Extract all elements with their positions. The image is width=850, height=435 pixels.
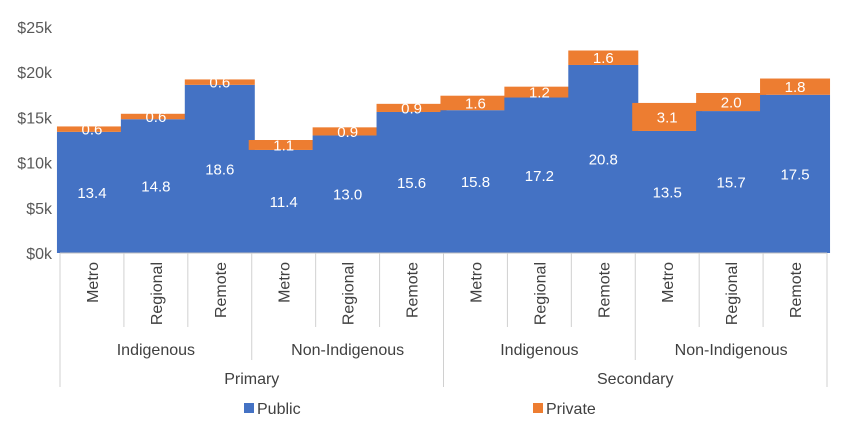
- group-label: Indigenous: [500, 342, 578, 359]
- private-bar-segment: [120, 113, 191, 120]
- public-bar-segment: [632, 130, 703, 253]
- private-bar-segment: [504, 86, 575, 98]
- category-label: Remote: [788, 262, 805, 318]
- data-label: 0.6: [209, 75, 230, 92]
- category-label: Regional: [341, 262, 358, 325]
- data-label: 11.4: [270, 194, 298, 211]
- group-label: Non-Indigenous: [675, 342, 788, 359]
- private-bar-segment: [184, 79, 255, 85]
- public-bar-segment: [376, 111, 447, 253]
- data-label: 0.6: [145, 109, 166, 126]
- private-bar-segment: [632, 102, 703, 131]
- public-bar-segment: [248, 149, 319, 253]
- data-label: 1.8: [785, 79, 806, 96]
- data-label: 15.7: [717, 175, 746, 192]
- category-label: Metro: [85, 262, 102, 303]
- category-label: Remote: [405, 262, 422, 318]
- data-label: 2.0: [721, 95, 742, 112]
- supergroup-label: Primary: [224, 371, 279, 388]
- legend-swatch-public: [244, 403, 254, 413]
- data-label: 0.6: [82, 122, 103, 139]
- data-label: 17.2: [525, 168, 554, 185]
- group-label: Indigenous: [117, 342, 195, 359]
- legend-swatch-private: [533, 403, 543, 413]
- data-label: 1.6: [465, 95, 486, 112]
- group-label: Non-Indigenous: [291, 342, 404, 359]
- public-bar-segment: [696, 111, 767, 254]
- legend-label: Private: [546, 401, 596, 418]
- supergroup-label: Secondary: [597, 371, 674, 388]
- data-label: 1.6: [593, 50, 614, 67]
- category-label: Metro: [468, 262, 485, 303]
- data-label: 0.9: [337, 124, 358, 141]
- y-tick-label: $25k: [17, 20, 53, 37]
- public-bar-segment: [184, 84, 255, 253]
- y-tick-label: $10k: [17, 156, 53, 173]
- public-bar-segment: [568, 64, 639, 253]
- category-label: Regional: [532, 262, 549, 325]
- data-label: 20.8: [589, 151, 618, 168]
- category-label: Regional: [149, 262, 166, 325]
- data-label: 17.5: [780, 166, 809, 183]
- private-bar-segment: [440, 95, 511, 111]
- data-label: 13.4: [77, 185, 106, 202]
- data-label: 1.1: [273, 137, 294, 154]
- y-tick-label: $5k: [26, 201, 53, 218]
- private-bar-segment: [760, 78, 831, 95]
- data-label: 0.9: [401, 100, 422, 117]
- public-bar-segment: [56, 131, 127, 253]
- private-bar-segment: [312, 127, 383, 136]
- private-bar-segment: [696, 92, 767, 112]
- data-label: 18.6: [205, 161, 234, 178]
- private-bar-segment: [568, 50, 639, 65]
- y-tick-label: $15k: [17, 110, 53, 127]
- data-label: 13.0: [333, 187, 362, 204]
- public-bar-segment: [760, 94, 831, 253]
- private-bar-segment: [56, 126, 127, 132]
- category-label: Metro: [277, 262, 294, 303]
- public-bar-segment: [504, 97, 575, 254]
- legend-label: Public: [257, 401, 301, 418]
- category-label: Remote: [213, 262, 230, 318]
- data-label: 15.8: [461, 174, 490, 191]
- public-bar-segment: [120, 119, 191, 253]
- category-label: Regional: [724, 262, 741, 325]
- data-label: 1.2: [529, 85, 550, 102]
- data-label: 3.1: [657, 109, 678, 126]
- data-label: 14.8: [141, 179, 170, 196]
- data-label: 13.5: [653, 184, 682, 201]
- category-label: Metro: [660, 262, 677, 303]
- data-label: 15.6: [397, 175, 426, 192]
- y-tick-label: $20k: [17, 65, 53, 82]
- public-bar-segment: [312, 135, 383, 253]
- public-bar-segment: [440, 110, 511, 253]
- category-label: Remote: [596, 262, 613, 318]
- y-tick-label: $0k: [26, 246, 53, 263]
- private-bar-segment: [248, 140, 319, 150]
- private-bar-segment: [376, 103, 447, 112]
